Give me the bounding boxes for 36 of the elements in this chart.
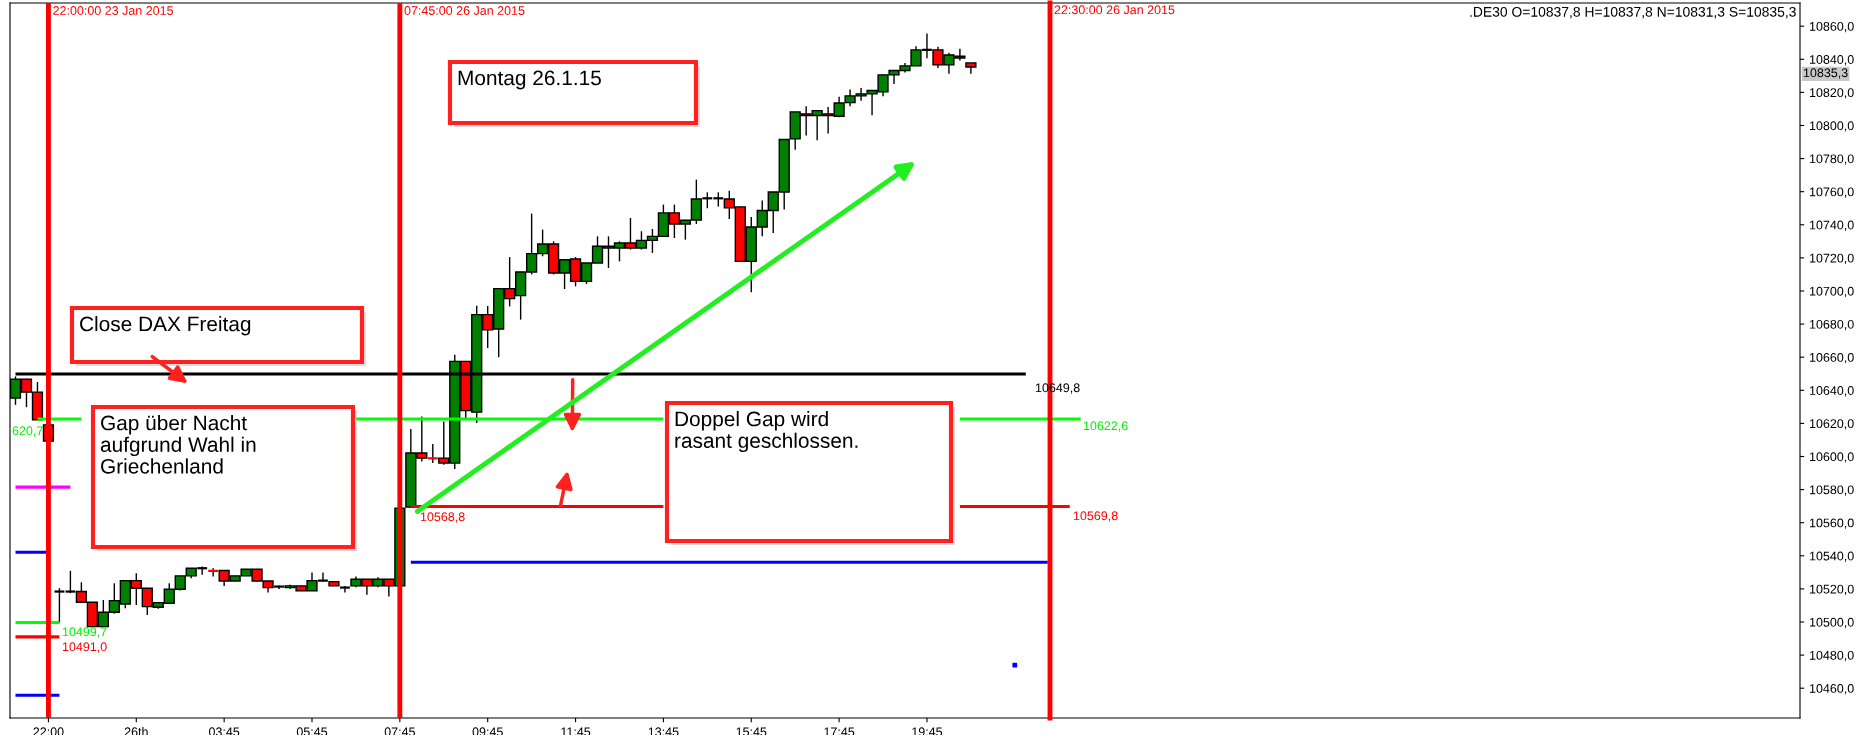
y-tick-label: 10780,0 bbox=[1809, 154, 1854, 165]
annotation: 10491,0 bbox=[62, 642, 107, 653]
y-tick-label: 10520,0 bbox=[1809, 584, 1854, 596]
y-tick-label: 10760,0 bbox=[1809, 187, 1854, 198]
ref-line-label: 22:00:00 23 Jan 2015 bbox=[53, 6, 174, 15]
y-tick-label: 10720,0 bbox=[1809, 253, 1854, 265]
y-tick-label: 10600,0 bbox=[1809, 452, 1854, 463]
y-tick-label: 10560,0 bbox=[1809, 518, 1854, 529]
ref-line-label: 07:45:00 26 Jan 2015 bbox=[404, 6, 525, 15]
y-tick-label: 10500,0 bbox=[1809, 617, 1854, 629]
annotation: 620,7 bbox=[12, 426, 43, 437]
y-tick-label: 10460,0 bbox=[1809, 684, 1854, 695]
chart-title: .DE30 O=10837,8 H=10837,8 N=10831,3 S=10835,3 bbox=[1470, 6, 1796, 19]
y-tick-label: 10860,0 bbox=[1809, 21, 1854, 33]
y-tick-label: 10700,0 bbox=[1809, 286, 1854, 298]
annotation: Gap über Nacht aufgrund Wahl in Griechenland bbox=[100, 415, 256, 474]
y-tick-label: 10640,0 bbox=[1809, 386, 1854, 397]
annotation: Close DAX Freitag bbox=[80, 316, 251, 336]
y-tick-label: 10620,0 bbox=[1809, 419, 1854, 430]
y-tick-label: 10820,0 bbox=[1809, 88, 1854, 99]
annotation: 10622,6 bbox=[1083, 421, 1128, 432]
annotation: Montag 26.1.15 bbox=[458, 70, 601, 90]
annotation: 22:30:00 26 Jan 2015 bbox=[1054, 5, 1175, 15]
text: 10835,3 bbox=[1803, 68, 1848, 79]
y-tick-label: 10680,0 bbox=[1809, 319, 1854, 331]
y-tick-label: 10800,0 bbox=[1809, 121, 1854, 132]
y-tick-label: 10580,0 bbox=[1809, 485, 1854, 496]
y-tick-label: 10540,0 bbox=[1809, 551, 1854, 562]
annotation: 10569,8 bbox=[1073, 511, 1118, 522]
y-tick-label: 10840,0 bbox=[1809, 55, 1854, 66]
y-tick-label: 10660,0 bbox=[1809, 352, 1854, 364]
annotation: 10499,7 bbox=[62, 627, 107, 638]
y-tick-label: 10740,0 bbox=[1809, 220, 1854, 231]
annotation: Doppel Gap wird rasant geschlossen. bbox=[675, 411, 858, 453]
annotation: 10568,8 bbox=[420, 512, 465, 523]
y-tick-label: 10480,0 bbox=[1809, 650, 1854, 662]
